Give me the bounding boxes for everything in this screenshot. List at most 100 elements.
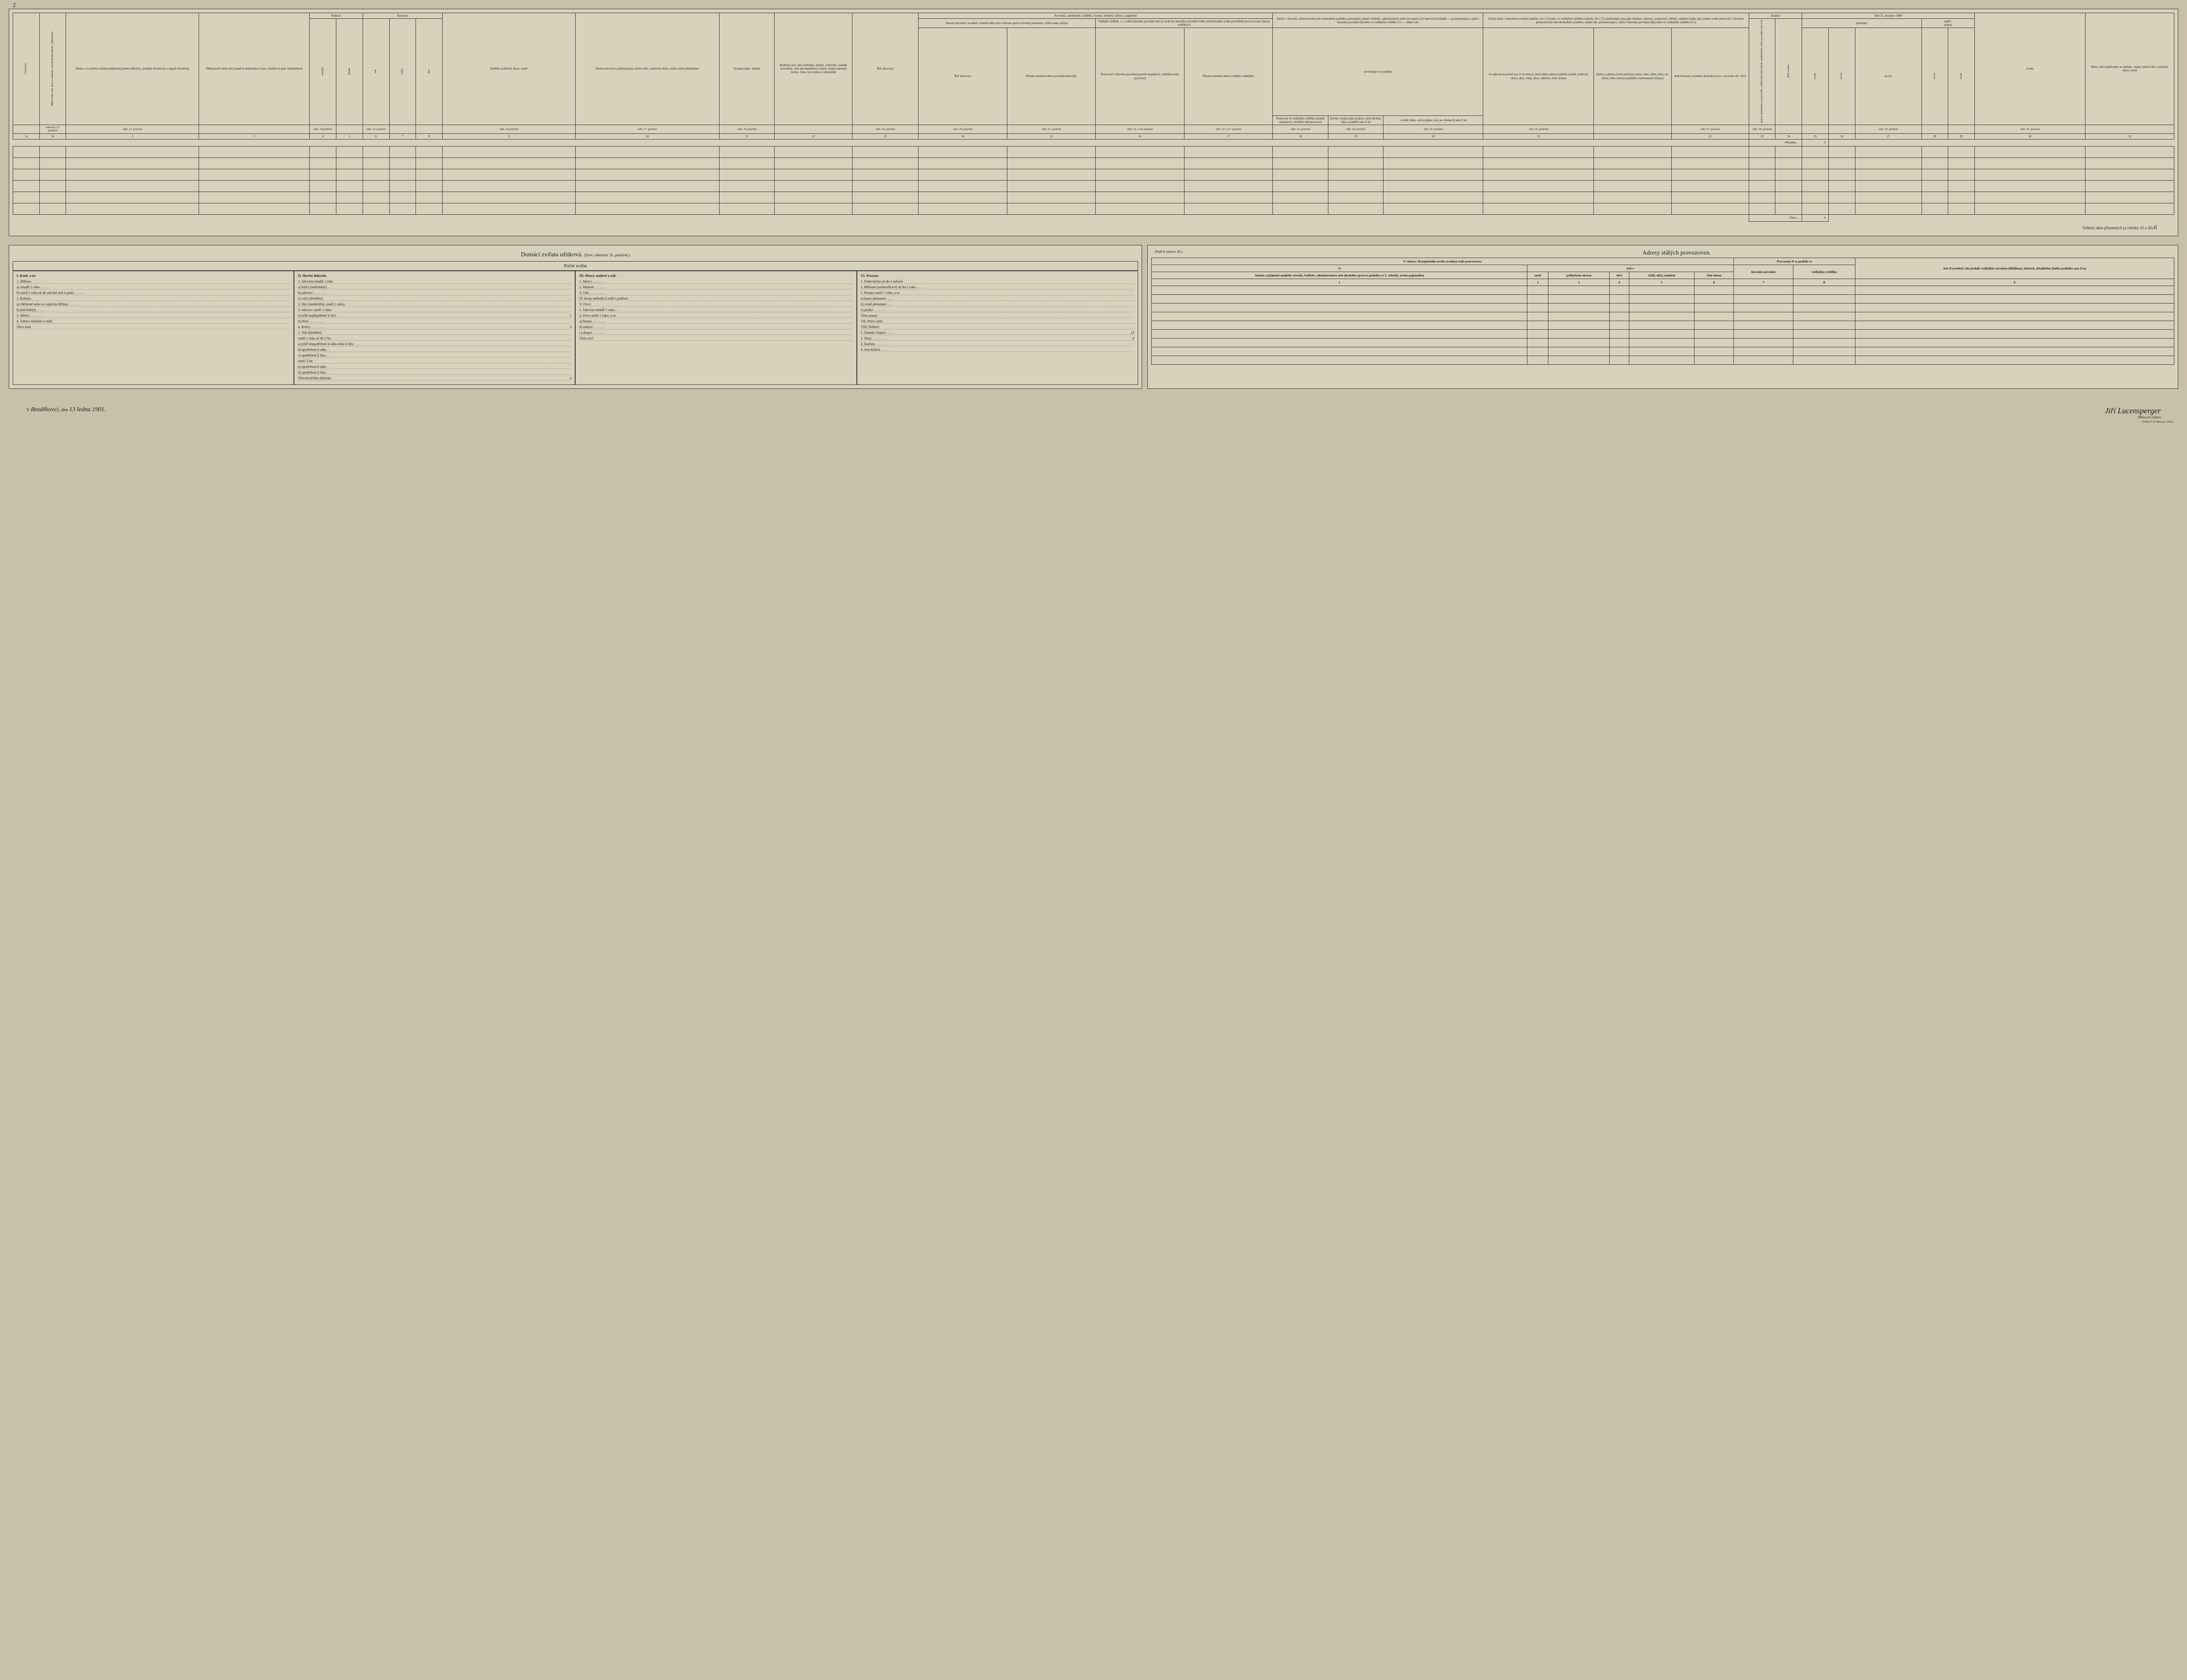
grp-provozuje: provozuje-li se podnik <box>1273 28 1483 116</box>
data-cell <box>919 203 1007 214</box>
animal-line-item: a) ještě nepřipuštěné k býci1 <box>298 314 571 318</box>
addr-cell <box>1855 356 2174 364</box>
data-cell <box>39 169 66 180</box>
col-bezne-cislo: Běžné číslo osob, které se nalézají v do… <box>51 31 54 106</box>
data-cell <box>575 169 719 180</box>
data-cell <box>1828 180 1855 192</box>
addr-row <box>1151 356 2174 364</box>
animal-line-item: 1. Hříbata: <box>17 279 290 284</box>
data-cell <box>66 146 199 157</box>
addr-col-7: hlavním povolání <box>1733 265 1793 279</box>
data-cell <box>363 192 389 203</box>
animal-line-item: starší 1 roku až do 2 let: <box>298 336 571 341</box>
data-cell <box>66 192 199 203</box>
animals-col-header: I. Koně, a to: <box>17 274 290 278</box>
animal-line-item: a) býčci (nekleštění) . . <box>298 285 571 290</box>
addr-cell <box>1855 294 2174 303</box>
animal-value <box>840 297 853 300</box>
animal-line-item: c) volci (kleštění) <box>298 297 571 301</box>
data-cell <box>1802 146 1829 157</box>
col-presne-vedlejsi: Postavení v hlavním povolání (poměr maje… <box>1096 28 1184 125</box>
animal-label: starší 1 roku až do 2 let: <box>298 336 558 340</box>
data-cell <box>13 146 40 157</box>
addr-cell <box>1793 312 1855 321</box>
data-cell <box>39 192 66 203</box>
num-cell: 11 <box>719 133 775 139</box>
data-cell <box>1671 169 1749 180</box>
data-cell <box>443 157 576 169</box>
data-cell <box>66 157 199 169</box>
addr-cell <box>1733 338 1793 347</box>
data-cell <box>1184 180 1272 192</box>
data-cell <box>1948 146 1975 157</box>
data-cell <box>1974 169 2085 180</box>
data-cell <box>1328 192 1383 203</box>
addr-cell <box>1694 329 1733 338</box>
addr-cell <box>1733 303 1793 312</box>
addr-cell <box>1151 338 1527 347</box>
data-cell <box>1749 192 1775 203</box>
data-cell <box>1273 157 1328 169</box>
data-cell <box>719 192 775 203</box>
animal-line-item: starší 3 let: <box>298 359 571 363</box>
addr-cell <box>1694 338 1733 347</box>
addr-cell <box>1527 347 1548 356</box>
animal-label: 3. Jalovice starší 1 roku: <box>298 308 558 312</box>
animal-value <box>558 342 571 346</box>
animal-line-item: 4. Krávy . . . . . . . .3 <box>298 325 571 329</box>
addr-cell <box>1151 356 1527 364</box>
col-rok: rok <box>374 70 377 73</box>
addr-cell <box>1629 303 1694 312</box>
data-cell <box>719 157 775 169</box>
data-cell <box>1802 180 1829 192</box>
animal-label: 1. Hříbata: <box>17 279 277 283</box>
num-cell: 20 <box>1383 133 1483 139</box>
animal-label: 4. Krávy . . . . . . . . <box>298 325 558 329</box>
data-cell <box>575 192 719 203</box>
addr-col-num: 6 <box>1694 279 1733 286</box>
data-cell <box>1483 146 1594 157</box>
addr-cell <box>1610 347 1629 356</box>
addr-col-header: politickém okresu <box>1548 272 1610 279</box>
animal-value: 4 <box>1121 336 1134 340</box>
animal-value <box>277 285 290 289</box>
data-cell <box>1483 169 1594 180</box>
data-cell <box>1007 157 1095 169</box>
data-cell <box>1383 192 1483 203</box>
animal-label: 2. Kobyly: <box>17 297 277 300</box>
data-cell <box>919 169 1007 180</box>
animal-label: VII. Počet oulů: <box>861 319 1121 323</box>
addr-cell <box>1527 286 1548 294</box>
page-number: 2 <box>13 2 16 9</box>
addr-cell <box>1733 312 1793 321</box>
footer-right: Jiří Lucensperger (Místo pro podpis) <box>2105 406 2161 419</box>
census-thead: Číslo bytu Běžné číslo osob, které se na… <box>13 13 2174 140</box>
data-cell <box>1273 203 1328 214</box>
data-row <box>13 192 2174 203</box>
ref-cell: odst. 14 poučení <box>310 125 336 133</box>
addr-cell <box>1629 338 1694 347</box>
animal-value <box>1121 279 1134 283</box>
animal-value <box>558 348 571 352</box>
data-cell <box>2086 192 2174 203</box>
veskery-label: Veškerý úhrn přítomných (z rubriky 25 a … <box>2082 226 2153 230</box>
addr-lezi: leží v <box>1527 265 1733 272</box>
num-cell: 27 <box>1855 133 1921 139</box>
addr-cell <box>1855 303 2174 312</box>
addr-cell <box>1548 312 1610 321</box>
animal-value: 13 <box>1121 331 1134 335</box>
animal-line-item: VIII. Drůbež: <box>861 325 1134 329</box>
veskery-value: 6 <box>2154 224 2157 231</box>
animal-label: c) volci (kleštění) <box>298 297 558 300</box>
data-cell <box>1671 180 1749 192</box>
data-cell <box>1096 157 1184 169</box>
addr-col-header: Jméno a příjmení majitele závodu, ředite… <box>1151 272 1527 279</box>
data-cell <box>1671 157 1749 169</box>
data-cell <box>443 146 576 157</box>
ref-cell <box>775 125 852 133</box>
addr-cell <box>1855 329 2174 338</box>
data-cell <box>1775 157 1802 169</box>
footer-left: V Bezděkovci, dne 13 ledna 1901. <box>26 406 106 419</box>
data-cell <box>1007 180 1095 192</box>
num-cell: 8 <box>416 133 443 139</box>
